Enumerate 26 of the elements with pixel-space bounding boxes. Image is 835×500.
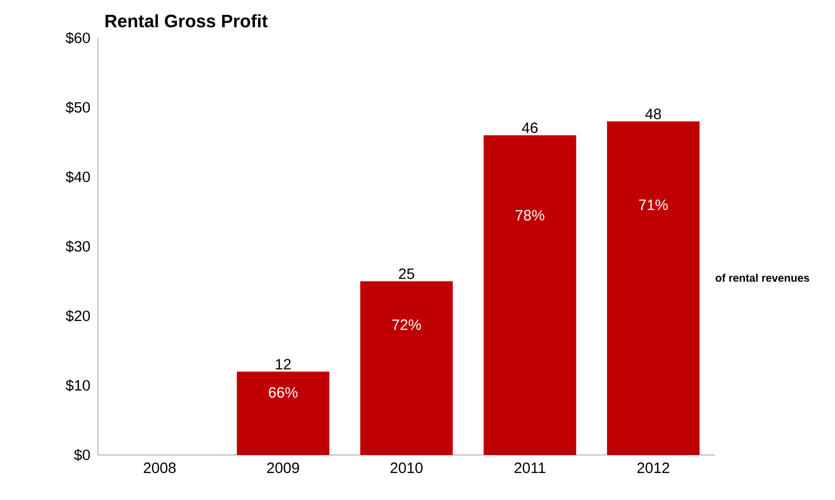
y-tick-label: $20 xyxy=(66,310,90,322)
x-tick-label: 2009 xyxy=(267,462,299,474)
x-tick-label: 2010 xyxy=(390,462,423,474)
text: of rental revenues xyxy=(716,274,810,282)
y-tick-label: $0 xyxy=(74,448,90,462)
x-tick-label: 2012 xyxy=(637,462,670,474)
x-tick-label: 2008 xyxy=(144,462,176,474)
annotation: 72% xyxy=(392,319,421,330)
annotation: 66% xyxy=(268,387,298,398)
data-label: 25 xyxy=(398,268,414,280)
bar xyxy=(607,121,700,455)
annotation: 71% xyxy=(639,200,668,210)
y-tick-label: $50 xyxy=(66,101,90,114)
x-tick-label: 2011 xyxy=(514,462,546,474)
data-label: 48 xyxy=(645,108,661,120)
y-tick-label: $30 xyxy=(66,240,90,253)
data-label: 46 xyxy=(522,122,538,134)
data-label: 12 xyxy=(276,358,291,370)
bar xyxy=(236,372,330,455)
chart-title: Rental Gross Profit xyxy=(106,14,268,28)
y-tick-label: $40 xyxy=(66,170,90,184)
annotation: 78% xyxy=(516,210,544,221)
y-tick-label: $60 xyxy=(66,32,90,44)
bar xyxy=(360,281,453,455)
y-tick-label: $10 xyxy=(66,379,90,392)
bar xyxy=(484,135,576,455)
